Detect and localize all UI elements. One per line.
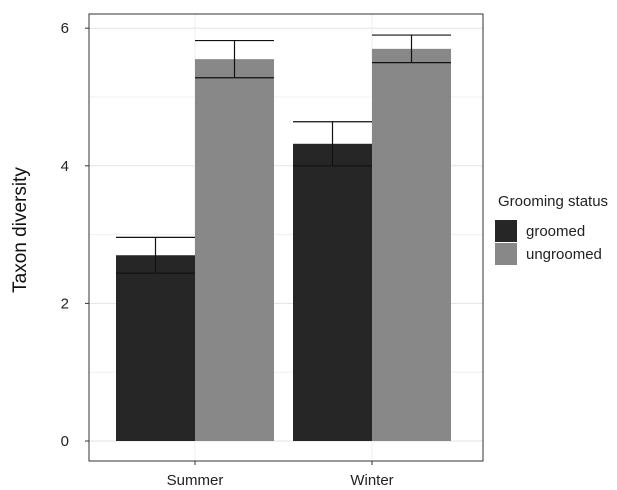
y-tick-label: 0 <box>61 433 69 450</box>
plot-panel-border <box>88 13 484 462</box>
bars <box>116 48 451 442</box>
x-tick-label: Summer <box>167 472 224 489</box>
y-tick-label: 6 <box>61 20 69 37</box>
x-tick-label: Winter <box>350 472 393 489</box>
legend-swatch-ungroomed <box>495 243 517 265</box>
legend-title: Grooming status <box>498 193 608 210</box>
y-axis: 0 2 4 6 <box>61 20 89 450</box>
y-tick-label: 4 <box>61 158 69 175</box>
y-axis-title: Taxon diversity <box>10 167 31 293</box>
bar-ungroomed-summer <box>195 59 274 441</box>
legend-swatch-groomed <box>495 220 517 242</box>
bar-groomed-winter <box>293 143 372 441</box>
y-tick-label: 2 <box>61 295 69 312</box>
legend-label-ungroomed: ungroomed <box>526 246 602 263</box>
error-bars <box>116 34 451 274</box>
legend-label-groomed: groomed <box>526 223 585 240</box>
bar-ungroomed-winter <box>372 48 451 442</box>
bar-groomed-summer <box>116 255 195 441</box>
x-axis: Summer Winter <box>167 461 394 489</box>
